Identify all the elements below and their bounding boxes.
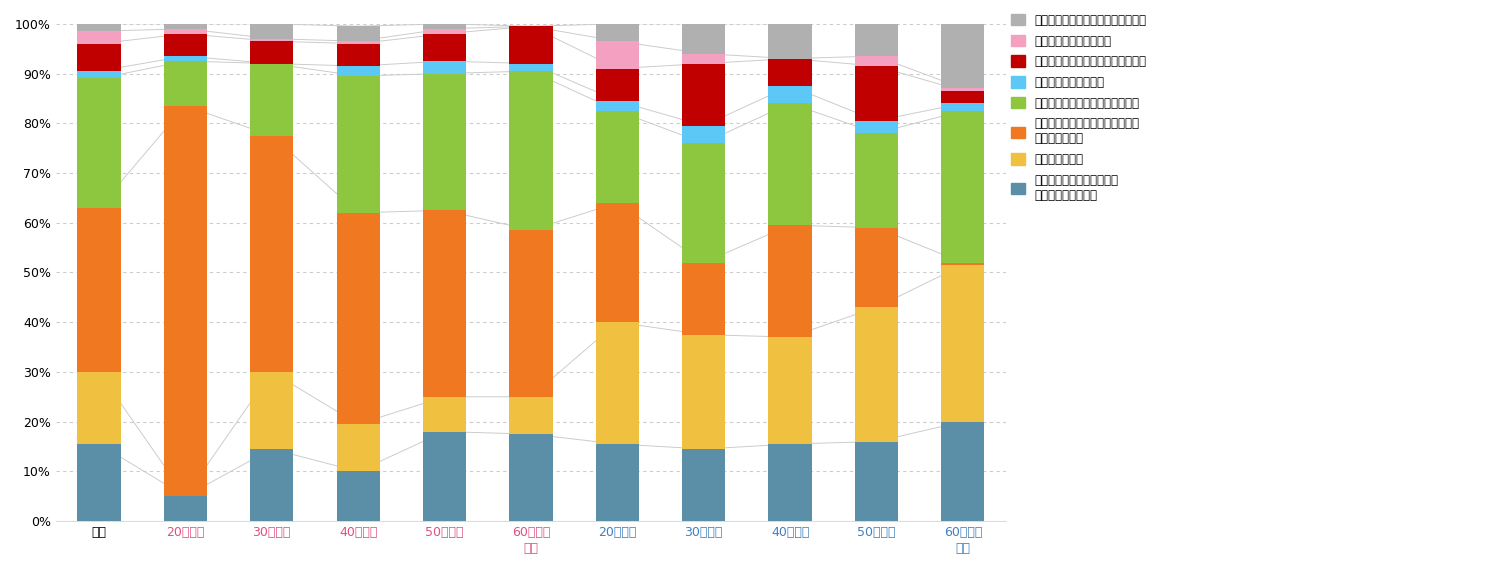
- Bar: [164, 496, 207, 521]
- Bar: [510, 71, 552, 230]
- Bar: [423, 431, 466, 521]
- Bar: [682, 263, 726, 335]
- Bar: [682, 64, 726, 126]
- Bar: [855, 56, 898, 66]
- Bar: [251, 372, 294, 449]
- Bar: [596, 444, 639, 521]
- Bar: [855, 66, 898, 121]
- Bar: [855, 19, 898, 56]
- Bar: [423, 397, 466, 431]
- Bar: [423, 28, 466, 34]
- Bar: [942, 265, 984, 422]
- Bar: [251, 24, 294, 39]
- Bar: [596, 111, 639, 203]
- Bar: [596, 322, 639, 444]
- Bar: [768, 86, 812, 103]
- Bar: [942, 24, 984, 88]
- Bar: [423, 74, 466, 210]
- Bar: [164, 24, 207, 28]
- Bar: [768, 24, 812, 59]
- Bar: [942, 422, 984, 521]
- Bar: [596, 101, 639, 111]
- Bar: [768, 103, 812, 225]
- Bar: [164, 106, 207, 496]
- Bar: [682, 335, 726, 449]
- Bar: [78, 31, 120, 44]
- Bar: [682, 449, 726, 521]
- Bar: [336, 41, 380, 44]
- Bar: [164, 61, 207, 106]
- Bar: [855, 121, 898, 133]
- Bar: [768, 337, 812, 444]
- Bar: [78, 79, 120, 208]
- Bar: [78, 71, 120, 79]
- Bar: [164, 34, 207, 56]
- Bar: [336, 424, 380, 471]
- Bar: [855, 227, 898, 307]
- Bar: [78, 444, 120, 521]
- Bar: [423, 61, 466, 74]
- Bar: [510, 26, 552, 64]
- Bar: [336, 471, 380, 521]
- Bar: [596, 24, 639, 41]
- Bar: [855, 307, 898, 442]
- Bar: [164, 56, 207, 61]
- Bar: [423, 24, 466, 28]
- Bar: [336, 44, 380, 66]
- Bar: [682, 126, 726, 143]
- Bar: [596, 203, 639, 322]
- Bar: [251, 64, 294, 136]
- Bar: [768, 444, 812, 521]
- Bar: [942, 103, 984, 111]
- Bar: [510, 230, 552, 397]
- Bar: [596, 41, 639, 68]
- Bar: [78, 208, 120, 372]
- Bar: [423, 210, 466, 397]
- Bar: [78, 372, 120, 444]
- Bar: [423, 34, 466, 61]
- Bar: [510, 434, 552, 521]
- Bar: [510, 397, 552, 434]
- Bar: [855, 442, 898, 521]
- Legend: 利用したことがないのでわからない, そのほか（衛生面など）, 大手チェーンのブランド力や安心感, 提供スピード、手軽さ, 店内の使いやすさや居心地の良さ, ドリ: 利用したことがないのでわからない, そのほか（衛生面など）, 大手チェーンのブラ…: [1011, 14, 1146, 202]
- Bar: [164, 28, 207, 34]
- Bar: [855, 133, 898, 227]
- Bar: [682, 54, 726, 64]
- Bar: [251, 449, 294, 521]
- Bar: [251, 136, 294, 372]
- Bar: [942, 91, 984, 103]
- Bar: [251, 41, 294, 64]
- Bar: [336, 66, 380, 76]
- Bar: [942, 263, 984, 265]
- Bar: [336, 26, 380, 41]
- Bar: [768, 225, 812, 337]
- Bar: [942, 88, 984, 91]
- Bar: [336, 76, 380, 213]
- Bar: [78, 24, 120, 31]
- Bar: [942, 111, 984, 263]
- Bar: [510, 64, 552, 71]
- Bar: [682, 24, 726, 54]
- Bar: [768, 59, 812, 86]
- Bar: [78, 44, 120, 71]
- Bar: [596, 68, 639, 101]
- Bar: [682, 143, 726, 263]
- Bar: [336, 213, 380, 424]
- Bar: [251, 39, 294, 41]
